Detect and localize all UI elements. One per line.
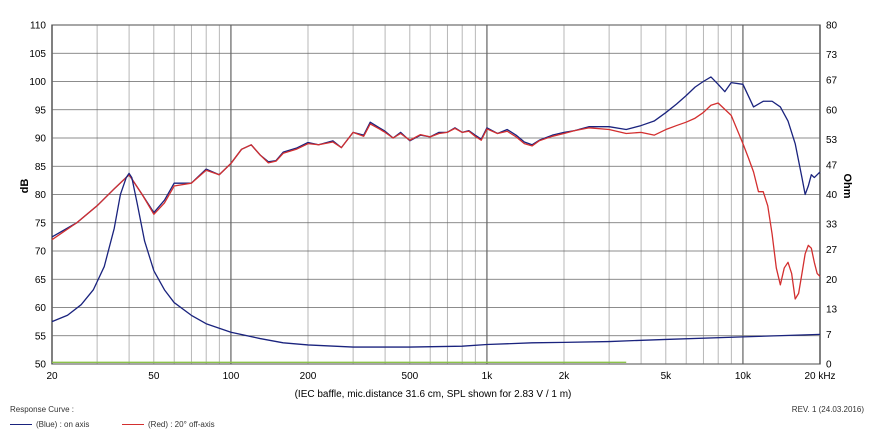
legend-blue: (Blue) : on axis [10, 420, 89, 429]
y-left-tick-label: 95 [35, 105, 47, 116]
legend-red: (Red) : 20° off-axis [122, 420, 215, 429]
x-tick-label: 50 [148, 371, 160, 382]
y-right-tick-label: 7 [826, 330, 832, 341]
x-tick-label: 2k [559, 371, 571, 382]
x-tick-label: 500 [402, 371, 419, 382]
legend-swatch-blue [10, 424, 32, 426]
x-tick-label: 20 [46, 371, 58, 382]
y-right-tick-label: 67 [826, 76, 838, 87]
y-right-tick-label: 60 [826, 105, 838, 116]
x-tick-label: 20 kHz [804, 371, 835, 382]
x-tick-label: 5k [661, 371, 673, 382]
y-right-tick-label: 80 [826, 21, 838, 32]
y-left-tick-label: 85 [35, 162, 47, 173]
x-tick-label: 100 [223, 371, 240, 382]
x-tick-label: 1k [482, 371, 494, 382]
y-left-tick-label: 60 [35, 303, 47, 314]
y-left-tick-label: 110 [30, 21, 46, 32]
y-right-tick-label: 13 [826, 304, 838, 315]
y-axis-label-left: dB [19, 179, 31, 194]
y-left-tick-label: 80 [35, 190, 47, 201]
y-left-tick-label: 105 [29, 49, 46, 60]
y-left-tick-label: 70 [35, 247, 47, 258]
revision-label: REV. 1 (24.03.2016) [791, 405, 864, 414]
y-left-tick-label: 50 [35, 360, 47, 371]
legend-red-label: (Red) : 20° off-axis [148, 420, 215, 429]
x-tick-label: 200 [300, 371, 317, 382]
legend-title: Response Curve : [10, 405, 75, 414]
y-left-tick-label: 90 [35, 134, 47, 145]
spl-series-line-1 [51, 102, 821, 300]
series-layer [51, 76, 821, 363]
y-right-tick-label: 33 [826, 220, 838, 231]
y-left-tick-label: 65 [35, 275, 47, 286]
legend-blue-label: (Blue) : on axis [36, 420, 90, 429]
y-left-tick-label: 75 [35, 218, 47, 229]
y-left-tick-label: 55 [35, 331, 47, 342]
impedance-line [51, 172, 821, 348]
y-right-tick-label: 53 [826, 135, 838, 146]
response-curve-chart: 20 50 100 200 500 1k 2k 5k 10k 20 kHz505560657075… [19, 21, 853, 401]
y-axis-label-right: Ohm [841, 173, 853, 198]
y-right-tick-label: 20 [826, 275, 838, 286]
y-right-tick-label: 0 [826, 360, 832, 371]
y-right-tick-label: 47 [826, 160, 838, 171]
chart-caption: (IEC baffle, mic.distance 31.6 cm, SPL s… [295, 389, 572, 400]
tick-labels: 20 50 100 200 500 1k 2k 5k 10k 20 kHz505560657075… [29, 21, 837, 383]
y-right-tick-label: 40 [826, 190, 838, 201]
x-tick-label: 10k [735, 371, 752, 382]
y-right-tick-label: 27 [826, 245, 838, 256]
y-left-tick-label: 100 [29, 77, 46, 88]
legend-swatch-red [122, 424, 144, 426]
y-right-tick-label: 73 [826, 50, 838, 61]
